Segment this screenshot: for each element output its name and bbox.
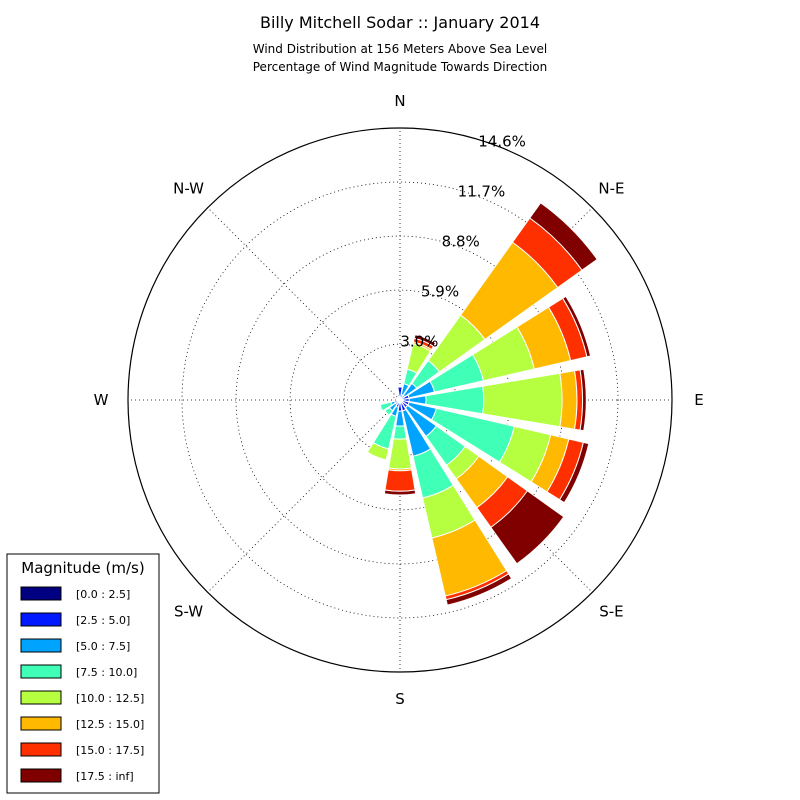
bar-nne-bin-7 — [413, 334, 437, 347]
ring-label-2: 5.9% — [421, 282, 459, 300]
ring-label-4: 11.7% — [458, 183, 506, 201]
legend-swatch-5 — [20, 716, 62, 731]
legend-swatch-0 — [20, 586, 62, 601]
legend-swatch-3 — [20, 664, 62, 679]
direction-labels: N N-E E S-E S S-W W N-W — [94, 92, 704, 708]
legend-entries: [0.0 : 2.5] [2.5 : 5.0] [5.0 : 7.5] [7.5 : … — [20, 586, 144, 783]
windrose-bars — [366, 202, 598, 606]
grid-spoke-s-w — [207, 399, 401, 593]
bar-wnw-bin-6 — [392, 395, 396, 400]
direction-label-n: N — [394, 92, 405, 110]
grid-spoke-n-w — [207, 207, 401, 401]
legend-label-3: [7.5 : 10.0] — [76, 666, 137, 679]
direction-label-s: S — [395, 690, 405, 708]
legend-swatch-1 — [20, 612, 62, 627]
legend-label-5: [12.5 : 15.0] — [76, 718, 144, 731]
chart-title: Billy Mitchell Sodar :: January 2014 — [260, 13, 540, 32]
legend-label-1: [2.5 : 5.0] — [76, 614, 130, 627]
ring-label-1: 3.0% — [400, 332, 438, 350]
bar-s-bin-4 — [388, 438, 412, 470]
legend-label-0: [0.0 : 2.5] — [76, 588, 130, 601]
bar-ne-bin-7 — [529, 202, 598, 271]
ring-label-3: 8.8% — [442, 233, 480, 251]
legend-label-4: [10.0 : 12.5] — [76, 692, 144, 705]
bar-e-bin-5 — [559, 370, 578, 430]
grid-ring-2 — [289, 289, 511, 511]
bar-ene-bin-7 — [562, 295, 592, 358]
legend: Magnitude (m/s) [0.0 : 2.5] [2.5 : 5.0] [5… — [6, 553, 160, 794]
bar-nnw-bin-2 — [396, 393, 400, 398]
legend-swatch-7 — [20, 768, 62, 783]
legend-label-2: [5.0 : 7.5] — [76, 640, 130, 653]
chart-subtitle-line-1: Wind Distribution at 156 Meters Above Se… — [253, 42, 548, 56]
bar-ssw-bin-4 — [366, 441, 390, 461]
bar-sw-bin-3 — [384, 406, 394, 416]
direction-label-s-e: S-E — [599, 602, 623, 620]
ring-label-5: 14.6% — [478, 133, 526, 151]
legend-title: Magnitude (m/s) — [21, 559, 144, 577]
legend-label-6: [15.0 : 17.5] — [76, 744, 144, 757]
bar-sse-bin-7 — [445, 573, 513, 606]
direction-label-n-w: N-W — [173, 180, 204, 198]
bar-wsw-bin-3 — [379, 401, 393, 412]
direction-label-w: W — [94, 391, 109, 409]
direction-label-n-e: N-E — [598, 180, 624, 198]
bar-s-bin-3 — [392, 425, 408, 440]
bar-e-bin-7 — [579, 368, 587, 432]
legend-label-7: [17.5 : inf] — [76, 770, 134, 783]
bar-s-bin-6 — [384, 469, 416, 492]
bar-e-bin-4 — [482, 372, 563, 428]
legend-swatch-6 — [20, 742, 62, 757]
ring-labels: 3.0% 5.9% 8.8% 11.7% 14.6% — [400, 133, 526, 351]
chart-subtitle-line-2: Percentage of Wind Magnitude Towards Dir… — [253, 60, 547, 74]
bar-se-bin-7 — [490, 490, 565, 565]
direction-label-e: E — [694, 391, 703, 409]
grid-ring-4 — [181, 181, 619, 619]
polar-frame — [127, 127, 673, 673]
legend-swatch-2 — [20, 638, 62, 653]
bar-ese-bin-7 — [558, 441, 590, 504]
legend-swatch-4 — [20, 690, 62, 705]
bar-s-bin-7 — [383, 489, 417, 496]
direction-label-s-w: S-W — [174, 602, 203, 620]
